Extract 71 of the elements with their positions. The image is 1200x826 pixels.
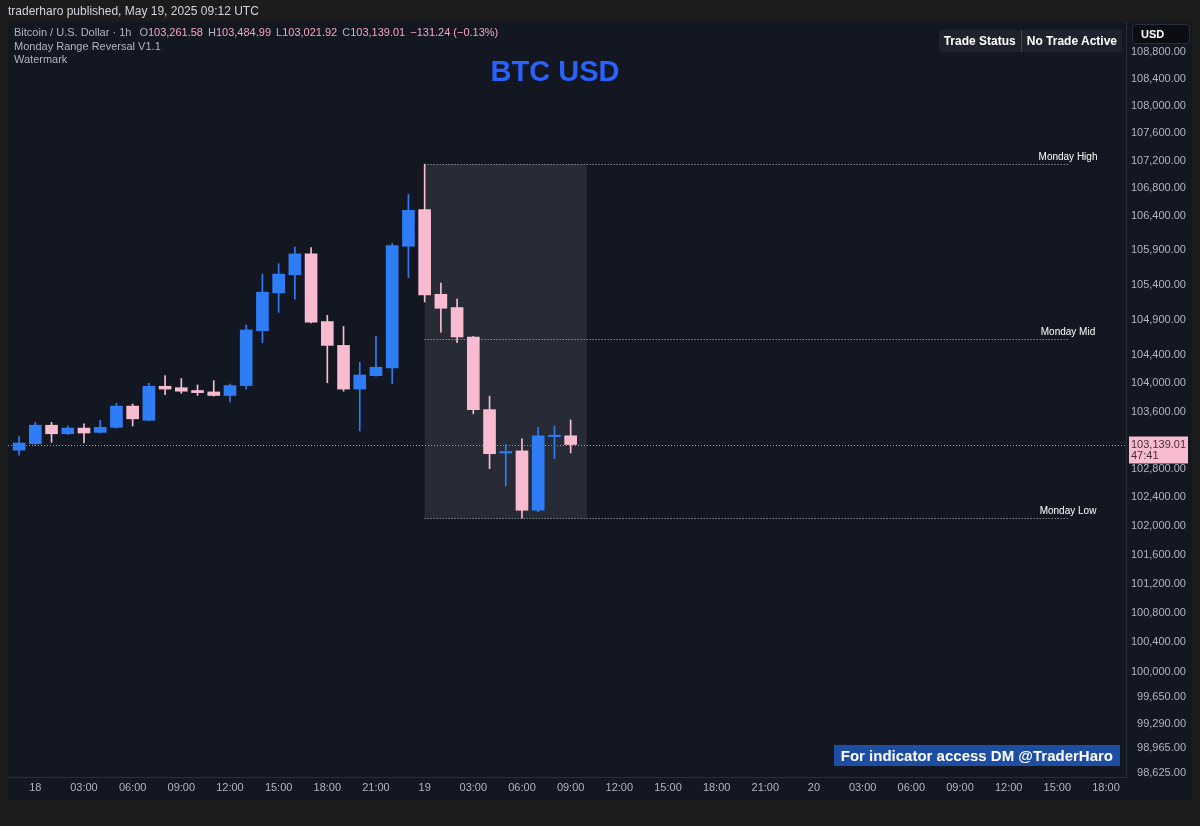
- y-tick-label: 104,400.00: [1130, 348, 1186, 361]
- y-tick-label: 106,800.00: [1130, 181, 1186, 194]
- x-tick-label: 09:00: [556, 780, 585, 793]
- x-tick-label: 12:00: [216, 780, 244, 793]
- y-tick-label: 107,200.00: [1130, 153, 1186, 166]
- x-tick-label: 03:00: [848, 780, 877, 793]
- y-tick-label: 101,600.00: [1130, 547, 1186, 560]
- x-tick-label: 06:00: [897, 780, 926, 793]
- y-tick-label: 101,200.00: [1130, 576, 1186, 589]
- y-tick-label: 99,290.00: [1137, 716, 1186, 729]
- ref-line-label: 103,139.01: [1131, 437, 1187, 450]
- x-tick-label: 18: [29, 780, 42, 793]
- annotation: C103,139.01: [342, 26, 406, 38]
- y-tick-label: 108,000.00: [1130, 99, 1186, 112]
- x-tick-label: 12:00: [994, 780, 1023, 793]
- annotation: L103,021.92: [276, 26, 338, 38]
- y-tick-label: 102,800.00: [1130, 461, 1186, 474]
- y-tick-label: 104,900.00: [1130, 313, 1186, 326]
- x-tick-label: 15:00: [1043, 780, 1072, 793]
- text: traderharo published, May 19, 2025 09:12 UTC: [8, 4, 259, 18]
- x-tick-label: 06:00: [118, 780, 147, 793]
- text: BTC USD: [489, 55, 621, 88]
- ref-line-label: Monday Mid: [1040, 326, 1096, 338]
- annotation: −131.24 (−0.13%): [410, 26, 499, 38]
- currency-button: USD: [1132, 24, 1190, 44]
- ref-line-label: Monday Low: [1039, 505, 1098, 517]
- x-tick-label: 21:00: [751, 780, 780, 793]
- y-tick-label: 100,800.00: [1130, 606, 1186, 619]
- y-tick-label: 106,400.00: [1130, 208, 1186, 221]
- x-tick-label: 09:00: [167, 780, 196, 793]
- y-tick-label: 103,600.00: [1130, 404, 1186, 417]
- y-tick-label: 104,000.00: [1130, 376, 1186, 389]
- chart-subtitle: Bitcoin / U.S. Dollar · 1h: [14, 26, 132, 38]
- y-tick-label: 102,400.00: [1130, 490, 1186, 503]
- y-tick-label: 99,650.00: [1137, 690, 1186, 703]
- y-tick-label: 102,000.00: [1130, 519, 1186, 532]
- x-tick-label: 15:00: [654, 780, 682, 793]
- y-tick-label: 108,400.00: [1130, 72, 1186, 85]
- y-tick-label: 107,600.00: [1130, 126, 1186, 139]
- x-tick-label: 19: [418, 780, 431, 793]
- x-tick-label: 03:00: [459, 780, 488, 793]
- y-tick-label: 100,400.00: [1130, 635, 1186, 648]
- candlestick: [369, 335, 383, 377]
- x-tick-label: 09:00: [946, 780, 974, 793]
- y-tick-label: 108,800.00: [1130, 45, 1186, 58]
- x-tick-label: 18:00: [702, 780, 731, 793]
- y-tick-label: 105,400.00: [1130, 278, 1186, 291]
- annotation: O103,261.58: [139, 26, 203, 38]
- x-tick-label: 12:00: [605, 780, 634, 793]
- candlestick: [499, 444, 513, 487]
- x-tick-label: 20: [807, 780, 821, 793]
- candlestick: [353, 361, 367, 432]
- text: 47:41: [1131, 448, 1159, 461]
- candlestick: [207, 380, 221, 397]
- x-tick-label: 15:00: [264, 780, 293, 793]
- annotation: Monday Range Reversal V1.1: [14, 39, 162, 53]
- note-banner: For indicator access DM @TraderHaro: [833, 745, 1120, 766]
- x-tick-label: 03:00: [70, 780, 98, 793]
- x-tick-label: 21:00: [362, 780, 390, 793]
- y-tick-label: 100,000.00: [1130, 664, 1186, 677]
- ref-line-label: Monday High: [1038, 151, 1098, 163]
- annotation: Watermark: [14, 53, 68, 65]
- x-tick-label: 18:00: [1092, 780, 1120, 793]
- x-tick-label: 18:00: [313, 780, 342, 793]
- table-cell: Trade Status: [938, 30, 1021, 52]
- y-tick-label: 98,965.00: [1137, 741, 1186, 754]
- annotation: H103,484.99: [208, 26, 272, 38]
- y-tick-label: 98,625.00: [1137, 766, 1186, 779]
- x-tick-label: 06:00: [508, 780, 536, 793]
- table-cell: No Trade Active: [1020, 30, 1122, 52]
- y-tick-label: 105,900.00: [1130, 243, 1186, 256]
